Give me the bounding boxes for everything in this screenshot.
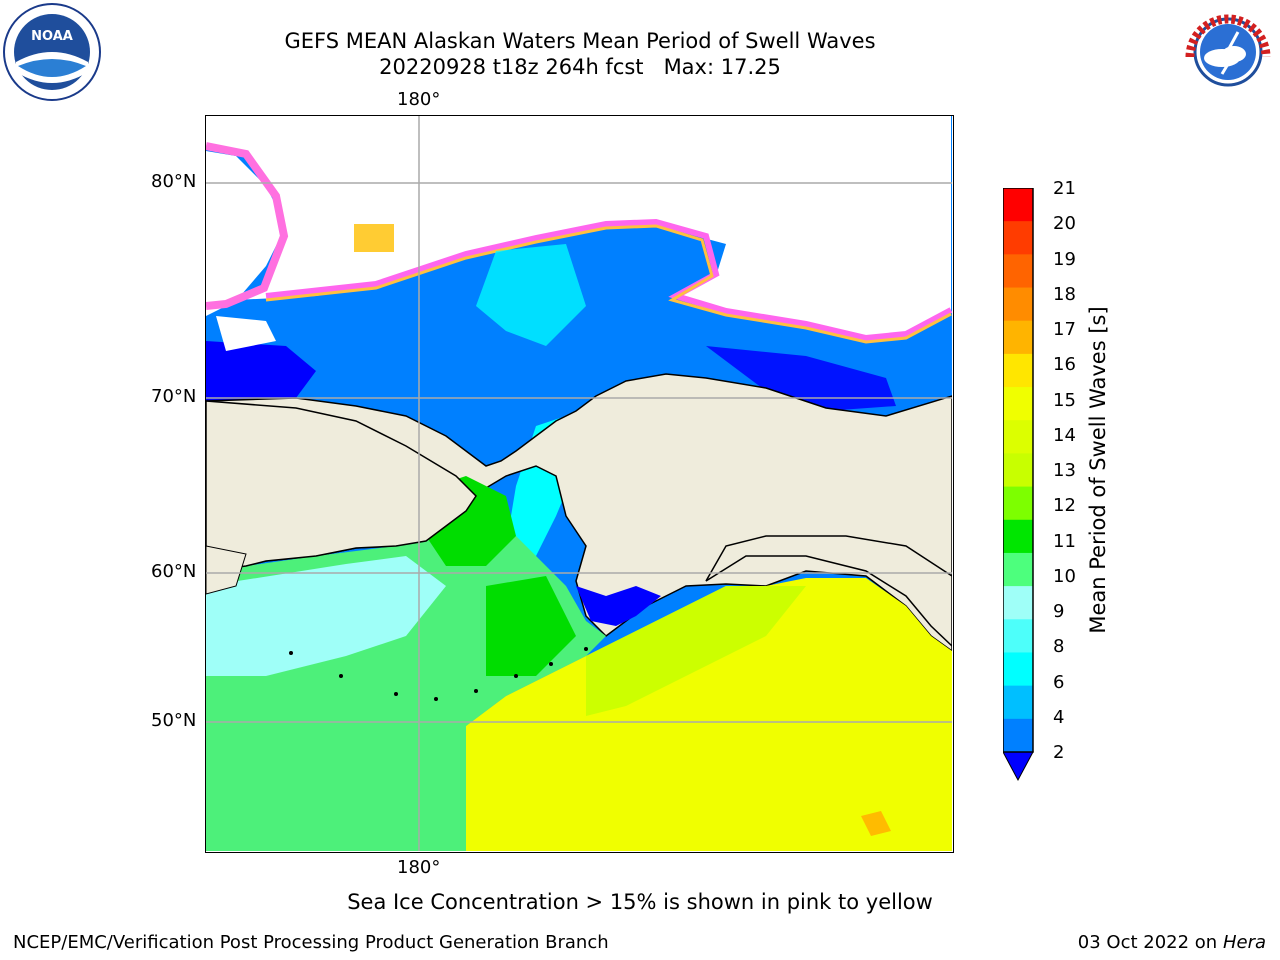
pacific-lime bbox=[586, 586, 806, 716]
colorbar-tick-label: 17 bbox=[1053, 319, 1076, 340]
cyan-patch-chukchi bbox=[476, 244, 586, 346]
colorbar-band bbox=[1003, 254, 1033, 289]
colorbar-band bbox=[1003, 519, 1033, 554]
colorbar-tick-label: 9 bbox=[1053, 601, 1065, 622]
colorbar-tick-label: 13 bbox=[1053, 460, 1076, 481]
colorbar-band bbox=[1003, 320, 1033, 355]
land-siberia bbox=[206, 400, 477, 572]
colorbar-band bbox=[1003, 188, 1033, 222]
colorbar-frame bbox=[1002, 187, 1034, 753]
colorbar-band bbox=[1003, 718, 1033, 753]
colorbar-band bbox=[1003, 353, 1033, 388]
orange-spot bbox=[861, 811, 891, 836]
white-patch bbox=[216, 316, 276, 351]
colorbar-band bbox=[1003, 221, 1033, 255]
colorbar-ticks: 21 20 19 18 17 16 15 14 13 12 11 10 9 8 6 4 2 bbox=[1053, 178, 1093, 768]
colorbar-tick-label: 20 bbox=[1053, 213, 1076, 235]
chart-subtitle: 20220928 t18z 264h fcst Max: 17.25 bbox=[379, 55, 781, 79]
colorbar-tick-label: 2 bbox=[1053, 742, 1065, 763]
lon-label-top: 180° bbox=[397, 89, 441, 110]
colorbar-band bbox=[1003, 586, 1033, 620]
colorbar-tick-label: 21 bbox=[1053, 178, 1076, 199]
colorbar-band bbox=[1003, 552, 1033, 587]
map-panel bbox=[205, 115, 954, 853]
footer-credit: NCEP/EMC/Verification Post Processing Pr… bbox=[13, 932, 609, 953]
aleutian-islands bbox=[289, 647, 588, 701]
lat-label-60: 60°N bbox=[151, 561, 197, 582]
colorbar-band bbox=[1003, 387, 1033, 421]
colorbar-extend-arrow bbox=[1002, 751, 1034, 782]
colorbar-tick-label: 12 bbox=[1053, 495, 1076, 517]
colorbar-band bbox=[1003, 486, 1033, 521]
dark-blue-patch-east bbox=[706, 346, 896, 411]
footer-date: 03 Oct 2022 on Hera bbox=[1077, 932, 1266, 953]
lat-label-80: 80°N bbox=[151, 171, 197, 192]
colorbar-band bbox=[1003, 453, 1033, 488]
colorbar-band bbox=[1003, 619, 1033, 653]
colorbar-tick-label: 11 bbox=[1053, 530, 1076, 552]
land-gulf-coast bbox=[705, 535, 952, 648]
colorbar-band bbox=[1003, 420, 1033, 454]
noaa-logo: NOAA bbox=[2, 2, 102, 102]
colorbar-band bbox=[1003, 287, 1033, 322]
colorbar-tick-label: 18 bbox=[1053, 283, 1076, 305]
colorbar-tick-label: 6 bbox=[1053, 671, 1065, 693]
colorbar bbox=[1002, 187, 1043, 792]
dark-blue-patch-bristol bbox=[576, 586, 661, 626]
colorbar-label: Mean Period of Swell Waves [s] bbox=[1086, 306, 1110, 634]
bering-bright-green-central bbox=[486, 576, 576, 676]
colorbar-tick-label: 14 bbox=[1053, 424, 1076, 446]
noaa-logo-text: NOAA bbox=[31, 29, 73, 44]
graticule bbox=[206, 116, 952, 851]
colorbar-tick-label: 16 bbox=[1053, 354, 1076, 376]
nws-logo bbox=[1178, 2, 1278, 102]
colorbar-tick-label: 19 bbox=[1053, 248, 1076, 270]
lat-label-70: 70°N bbox=[151, 386, 197, 407]
colorbar-tick-label: 15 bbox=[1053, 389, 1076, 411]
dark-blue-patch-west bbox=[206, 341, 316, 401]
colorbar-tick-label: 10 bbox=[1053, 565, 1076, 587]
colorbar-tick-label: 4 bbox=[1053, 706, 1065, 728]
colorbar-band bbox=[1003, 685, 1033, 720]
arctic-ice-west bbox=[206, 151, 286, 316]
colorbar-band bbox=[1003, 652, 1033, 687]
lat-label-50: 50°N bbox=[151, 710, 197, 731]
chart-title: GEFS MEAN Alaskan Waters Mean Period of … bbox=[284, 29, 876, 53]
bering-light-cyan bbox=[206, 556, 446, 676]
sea-ice-note: Sea Ice Concentration > 15% is shown in … bbox=[347, 890, 933, 914]
colorbar-tick-label: 8 bbox=[1053, 636, 1065, 658]
pacific-yellow bbox=[466, 578, 952, 851]
ice-patch-yellow bbox=[354, 224, 394, 252]
lon-label-bottom: 180° bbox=[397, 857, 441, 878]
